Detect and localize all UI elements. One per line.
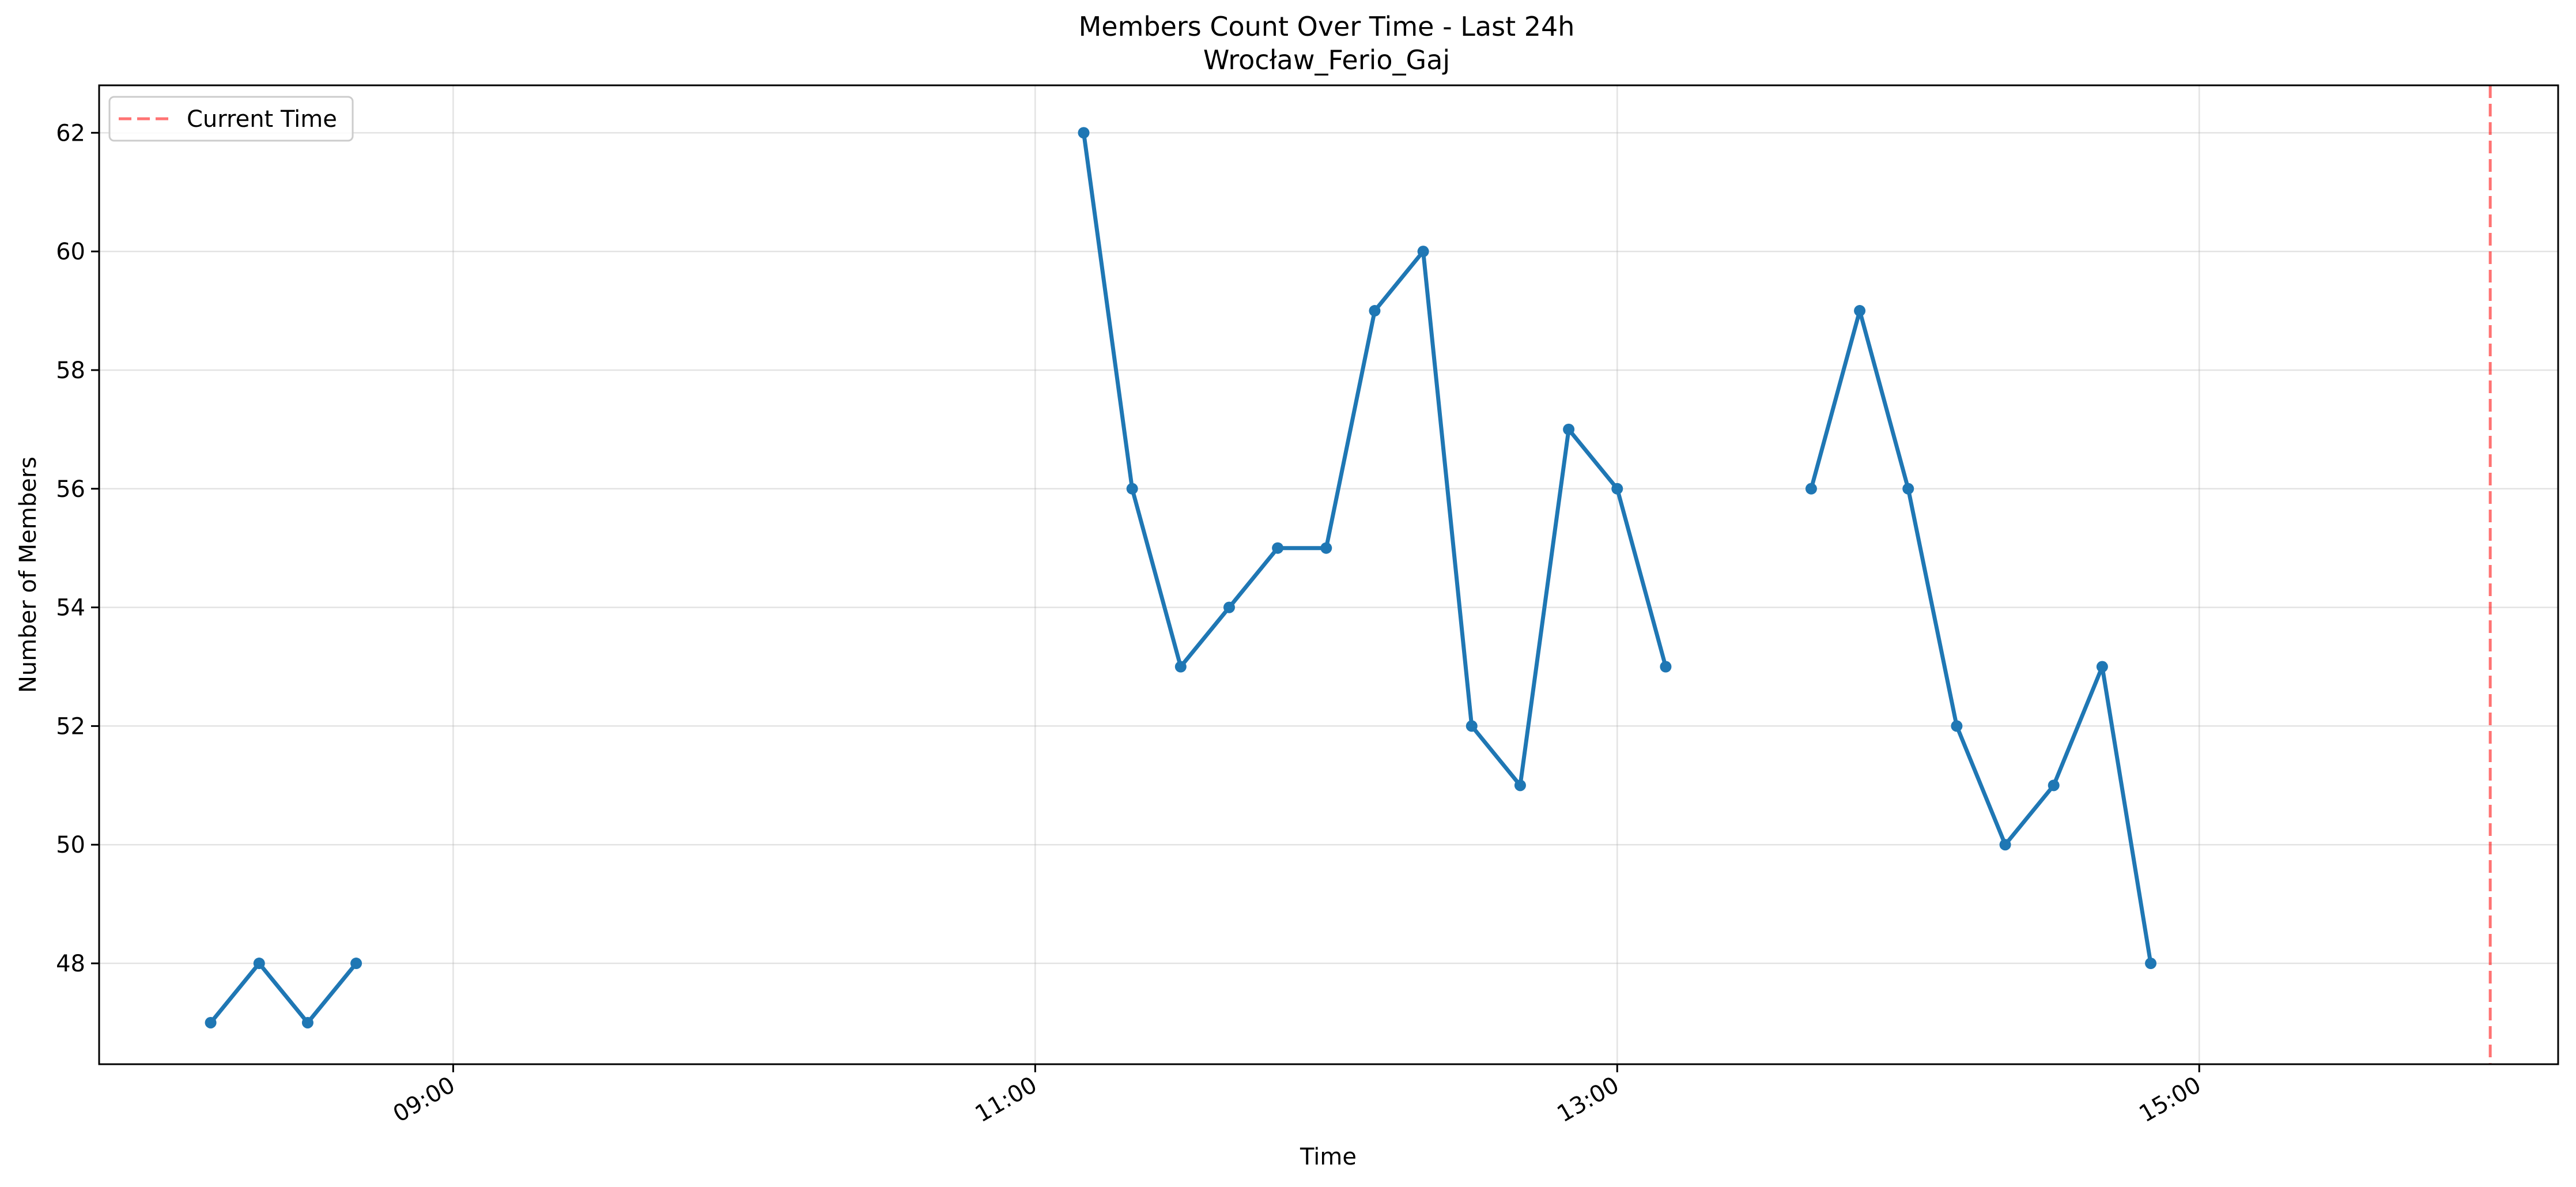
series-line-segment <box>209 961 358 1025</box>
data-point <box>1611 483 1623 495</box>
chart-title: Members Count Over Time - Last 24h <box>1079 11 1575 42</box>
y-tick-label: 62 <box>56 120 85 146</box>
data-point <box>1126 483 1138 495</box>
data-point <box>1417 246 1429 258</box>
y-tick-label: 48 <box>56 951 85 977</box>
series-line-segment <box>1082 130 1668 787</box>
data-point <box>1999 839 2011 851</box>
legend: Current Time <box>108 96 354 142</box>
data-point <box>1902 483 1914 495</box>
data-point <box>1272 542 1284 554</box>
data-point <box>1563 423 1575 435</box>
data-point <box>301 1016 313 1028</box>
y-tick-label: 50 <box>56 832 85 858</box>
y-tick-label: 54 <box>56 595 85 621</box>
x-tick-label: 13:00 <box>1553 1072 1623 1128</box>
legend-box <box>108 96 354 142</box>
grid-lines <box>99 85 2558 1064</box>
data-point <box>1465 720 1478 732</box>
data-point <box>2096 661 2108 673</box>
axis-ticks: 48 50 52 54 56 58 60 62 09:00 11:00 13:00 15:00 <box>56 120 2205 1128</box>
data-point <box>1223 601 1235 613</box>
data-point <box>205 1016 217 1028</box>
data-point <box>2048 779 2060 792</box>
y-tick-label: 60 <box>56 239 85 265</box>
data-point <box>1369 305 1381 317</box>
data-point <box>1854 305 1866 317</box>
y-tick-label: 58 <box>56 357 85 384</box>
data-series <box>205 127 2157 1028</box>
x-axis-label: Time <box>1300 1144 1357 1170</box>
x-tick-label: 15:00 <box>2135 1072 2205 1128</box>
plot-frame <box>98 84 2559 1065</box>
chart-subtitle: Wrocław_Ferio_Gaj <box>1203 44 1450 76</box>
data-point <box>350 958 362 970</box>
data-point <box>253 958 265 970</box>
series-line-segment <box>1809 308 2153 966</box>
legend-current-time-label: Current Time <box>187 106 337 133</box>
y-axis-label: Number of Members <box>15 457 41 693</box>
data-point <box>2145 958 2157 970</box>
data-point <box>1514 779 1526 792</box>
x-tick-label: 11:00 <box>970 1072 1041 1128</box>
y-tick-label: 56 <box>56 476 85 503</box>
data-point <box>1320 542 1332 554</box>
data-point <box>1660 661 1672 673</box>
x-tick-label: 09:00 <box>389 1072 460 1128</box>
data-point <box>1078 127 1090 139</box>
data-point <box>1805 483 1817 495</box>
data-point <box>1174 661 1187 673</box>
y-tick-label: 52 <box>56 713 85 740</box>
data-point <box>1951 720 1963 732</box>
